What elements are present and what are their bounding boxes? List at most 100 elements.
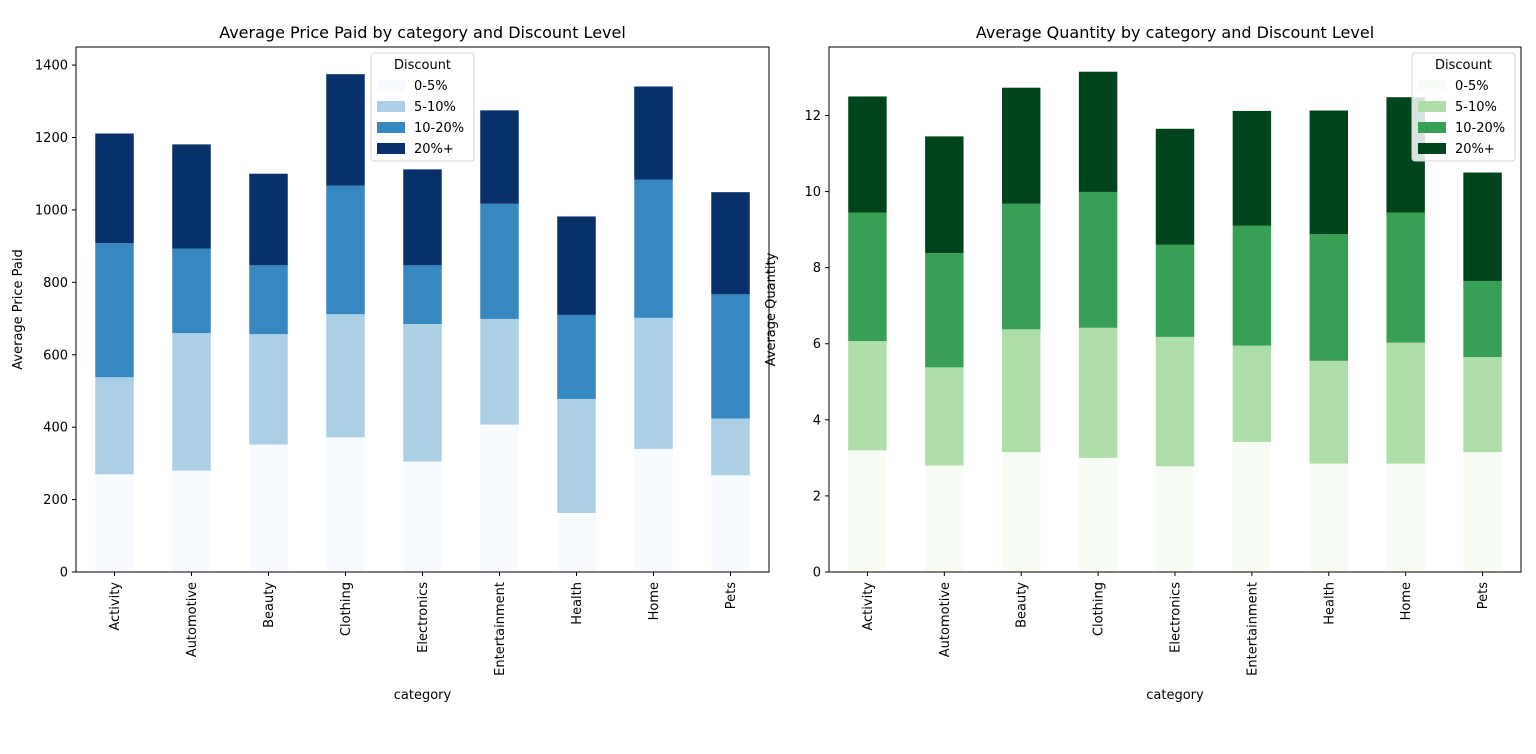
bar-automotive-05 <box>925 465 964 572</box>
bar-pets-20 <box>711 192 750 295</box>
bar-electronics-510 <box>1155 336 1195 467</box>
bar-home-20 <box>634 86 673 180</box>
bar-clothing-1020 <box>1078 191 1118 328</box>
y-tick-label: 10 <box>804 185 821 200</box>
bar-entertainment-20 <box>1232 110 1272 226</box>
x-tick-label-entertainment: Entertainment <box>493 582 508 676</box>
y-tick-label: 12 <box>804 109 821 124</box>
bar-health-05 <box>1309 463 1348 572</box>
bar-beauty-05 <box>249 444 288 572</box>
bar-pets-05 <box>711 475 750 572</box>
bar-home-1020 <box>1386 212 1425 343</box>
legend-entry-label: 10-20% <box>414 121 464 136</box>
bar-electronics-510 <box>403 323 442 462</box>
bar-home-05 <box>1386 463 1425 572</box>
bar-health-1020 <box>557 314 596 399</box>
bar-entertainment-05 <box>480 424 519 572</box>
bar-clothing-1020 <box>326 185 365 315</box>
legend: Discount 0-5% 5-10% 10-20% 20%+ <box>1411 52 1516 162</box>
x-axis-label: category <box>394 688 452 703</box>
bar-beauty-510 <box>249 334 288 445</box>
bar-electronics-05 <box>403 461 442 572</box>
bar-entertainment-510 <box>480 318 519 425</box>
x-tick-label-entertainment: Entertainment <box>1245 582 1260 676</box>
x-tick-label-clothing: Clothing <box>1092 582 1107 636</box>
bar-home-510 <box>634 317 673 449</box>
legend-title: Discount <box>1435 58 1492 73</box>
bar-health-1020 <box>1309 234 1348 361</box>
y-axis-label: Average Quantity <box>764 252 779 366</box>
bar-clothing-05 <box>326 437 365 572</box>
bar-pets-1020 <box>711 294 750 419</box>
y-tick-label: 8 <box>813 261 821 276</box>
bar-automotive-05 <box>172 470 211 572</box>
y-tick-label: 4 <box>813 413 821 428</box>
y-tick-label: 200 <box>43 493 68 508</box>
bar-automotive-20 <box>925 136 964 254</box>
bar-health-20 <box>1309 110 1348 235</box>
legend: Discount 0-5% 5-10% 10-20% 20%+ <box>370 52 475 162</box>
x-tick-label-electronics: Electronics <box>1169 582 1184 653</box>
legend-swatch <box>1418 80 1446 91</box>
y-tick-label: 0 <box>813 566 821 581</box>
y-tick-label: 1200 <box>35 131 68 146</box>
x-tick-label-pets: Pets <box>1476 582 1491 609</box>
bar-clothing-20 <box>326 74 365 186</box>
bar-electronics-05 <box>1155 466 1195 572</box>
chart-title: Average Quantity by category and Discoun… <box>976 23 1374 42</box>
x-tick-label-electronics: Electronics <box>416 582 431 653</box>
bar-activity-510 <box>95 377 134 475</box>
bar-pets-05 <box>1463 452 1502 572</box>
legend-entry-label: 0-5% <box>1455 79 1489 94</box>
bar-activity-1020 <box>95 243 134 378</box>
bar-automotive-20 <box>172 144 211 249</box>
x-tick-label-home: Home <box>1399 582 1414 620</box>
bar-beauty-510 <box>1002 329 1041 453</box>
bar-activity-1020 <box>848 212 887 342</box>
x-axis-label: category <box>1146 688 1204 703</box>
bar-health-510 <box>557 398 596 513</box>
y-tick-label: 600 <box>43 348 68 363</box>
bar-automotive-510 <box>925 367 964 466</box>
legend-swatch <box>377 80 405 91</box>
bar-clothing-510 <box>326 314 365 438</box>
x-tick-label-beauty: Beauty <box>262 582 277 628</box>
y-tick-label: 800 <box>43 276 68 291</box>
legend-entry-label: 10-20% <box>1455 121 1505 136</box>
chart-panel-2: Average Quantity by category and Discoun… <box>764 23 1522 703</box>
bar-activity-510 <box>848 341 887 451</box>
y-tick-label: 6 <box>813 337 821 352</box>
bar-home-1020 <box>634 179 673 318</box>
legend-entry-label: 20%+ <box>1455 142 1495 157</box>
bar-activity-20 <box>848 96 887 213</box>
bar-entertainment-510 <box>1232 345 1272 442</box>
bar-entertainment-1020 <box>480 203 519 319</box>
legend-swatch <box>1418 122 1446 133</box>
x-tick-label-activity: Activity <box>108 582 123 631</box>
bar-health-20 <box>557 216 596 315</box>
x-tick-label-automotive: Automotive <box>938 582 953 657</box>
bar-automotive-510 <box>172 333 211 471</box>
legend-swatch <box>377 143 405 154</box>
legend-entry-label: 0-5% <box>414 79 448 94</box>
bar-clothing-05 <box>1078 457 1118 572</box>
y-tick-label: 2 <box>813 489 821 504</box>
chart-title: Average Price Paid by category and Disco… <box>219 23 626 42</box>
bar-clothing-510 <box>1078 327 1118 458</box>
bar-entertainment-05 <box>1232 441 1272 572</box>
bar-home-05 <box>634 448 673 572</box>
chart-panel-1: Average Price Paid by category and Disco… <box>11 23 770 703</box>
legend-entry-label: 5-10% <box>414 100 456 115</box>
bar-pets-510 <box>1463 357 1502 453</box>
bar-health-05 <box>557 512 596 572</box>
legend-swatch <box>377 101 405 112</box>
bar-entertainment-1020 <box>1232 225 1272 346</box>
bar-pets-20 <box>1463 172 1502 281</box>
bar-electronics-20 <box>403 169 442 266</box>
bar-health-510 <box>1309 360 1348 464</box>
x-tick-label-beauty: Beauty <box>1015 582 1030 628</box>
legend-title: Discount <box>394 58 451 73</box>
bar-home-510 <box>1386 342 1425 464</box>
bar-automotive-1020 <box>172 248 211 334</box>
bar-beauty-1020 <box>1002 203 1041 330</box>
